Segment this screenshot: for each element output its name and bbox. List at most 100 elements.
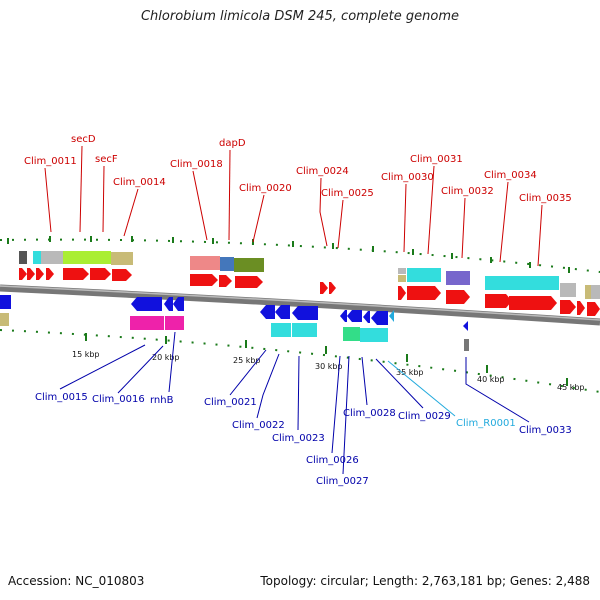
feature-block[interactable] — [398, 275, 406, 282]
feature-block[interactable] — [165, 316, 184, 330]
feature-block[interactable] — [63, 251, 111, 264]
forward-cds-arrow[interactable] — [36, 268, 44, 280]
feature-block[interactable] — [464, 339, 469, 351]
gene-label-clim-0015[interactable]: Clim_0015 — [35, 392, 88, 403]
reverse-cds-arrows — [0, 295, 468, 331]
forward-cds-arrow[interactable] — [46, 268, 54, 280]
forward-cds-arrow[interactable] — [90, 268, 111, 280]
feature-block[interactable] — [33, 251, 41, 264]
gene-label-rnhb[interactable]: rnhB — [150, 395, 174, 406]
tick-label-45kbp: 45 kbp — [557, 383, 585, 392]
tick-label-20kbp: 20 kbp — [152, 353, 180, 362]
reverse-cds-arrow[interactable] — [340, 310, 347, 322]
genome-backbone — [0, 284, 600, 326]
forward-cds-arrow[interactable] — [63, 268, 89, 280]
reverse-cds-arrow[interactable] — [164, 297, 173, 311]
accession-text: Accession: NC_010803 — [8, 574, 145, 588]
feature-block[interactable] — [591, 285, 600, 299]
tick-label-30kbp: 30 kbp — [315, 362, 343, 371]
feature-block[interactable] — [190, 256, 220, 270]
gene-label-clim-0028[interactable]: Clim_0028 — [343, 408, 396, 419]
gene-label-clim-0027[interactable]: Clim_0027 — [316, 476, 369, 487]
gene-label-clim-0020[interactable]: Clim_0020 — [239, 183, 292, 194]
reverse-label-leaders — [59, 331, 530, 475]
feature-block[interactable] — [19, 251, 27, 264]
gene-label-clim-0022[interactable]: Clim_0022 — [232, 420, 285, 431]
gene-label-clim-r0001[interactable]: Clim_R0001 — [456, 418, 516, 429]
reverse-cds-arrow[interactable] — [292, 306, 318, 320]
forward-cds-arrow[interactable] — [398, 286, 406, 300]
map-title: Chlorobium limicola DSM 245, complete ge… — [140, 9, 460, 24]
tick-label-35kbp: 35 kbp — [396, 368, 424, 377]
forward-cds-arrow[interactable] — [235, 276, 263, 288]
reverse-cds-arrow[interactable] — [371, 311, 388, 325]
forward-cds-arrow[interactable] — [509, 296, 557, 310]
gene-label-secd[interactable]: secD — [71, 134, 96, 145]
reverse-cds-arrow[interactable] — [363, 311, 370, 323]
forward-cds-arrow[interactable] — [320, 282, 328, 294]
gene-label-dapd[interactable]: dapD — [219, 138, 246, 149]
gene-label-clim-0023[interactable]: Clim_0023 — [272, 433, 325, 444]
feature-block[interactable] — [398, 268, 406, 274]
feature-block[interactable] — [585, 285, 591, 299]
inner-tick-ring — [0, 329, 600, 393]
scale-labels: 15 kbp 20 kbp 25 kbp 30 kbp 35 kbp 40 kb… — [72, 350, 585, 392]
gene-label-clim-0026[interactable]: Clim_0026 — [306, 455, 359, 466]
forward-cds-arrow[interactable] — [407, 286, 441, 300]
tick-label-15kbp: 15 kbp — [72, 350, 100, 359]
reverse-cds-arrow[interactable] — [463, 321, 468, 331]
feature-block[interactable] — [0, 313, 9, 326]
forward-cds-arrow[interactable] — [329, 282, 336, 294]
gene-label-clim-0018[interactable]: Clim_0018 — [170, 159, 223, 170]
feature-block[interactable] — [41, 251, 63, 264]
gene-label-clim-0032[interactable]: Clim_0032 — [441, 186, 494, 197]
reverse-cds-arrow[interactable] — [131, 297, 162, 311]
rna-feature-arrow[interactable] — [389, 310, 394, 322]
gene-label-secf[interactable]: secF — [95, 154, 118, 165]
gene-label-clim-0033[interactable]: Clim_0033 — [519, 425, 572, 436]
gene-label-clim-0034[interactable]: Clim_0034 — [484, 170, 537, 181]
forward-cds-arrow[interactable] — [587, 302, 600, 316]
reverse-cds-arrow[interactable] — [260, 305, 275, 319]
feature-block[interactable] — [485, 276, 559, 290]
feature-block[interactable] — [292, 323, 317, 337]
reverse-cds-arrow[interactable] — [275, 305, 290, 319]
gene-label-clim-0016[interactable]: Clim_0016 — [92, 394, 145, 405]
forward-cds-arrow[interactable] — [446, 290, 470, 304]
feature-block[interactable] — [560, 283, 576, 297]
reverse-cds-arrow[interactable] — [0, 295, 11, 309]
forward-cds-arrow[interactable] — [19, 268, 27, 280]
feature-block[interactable] — [130, 316, 164, 330]
forward-cds-arrow[interactable] — [219, 275, 232, 287]
gene-label-clim-0014[interactable]: Clim_0014 — [113, 177, 166, 188]
gene-label-clim-0024[interactable]: Clim_0024 — [296, 166, 349, 177]
forward-cds-arrow[interactable] — [485, 294, 512, 308]
feature-block[interactable] — [446, 271, 470, 285]
forward-cds-arrow[interactable] — [560, 300, 576, 314]
forward-labels: Clim_0011 secD secF Clim_0014 Clim_0018 … — [24, 134, 572, 204]
forward-cds-arrow[interactable] — [27, 268, 35, 280]
feature-block[interactable] — [111, 252, 133, 265]
feature-block[interactable] — [234, 258, 264, 272]
feature-block[interactable] — [343, 327, 360, 341]
feature-block[interactable] — [220, 257, 234, 271]
gene-label-clim-0011[interactable]: Clim_0011 — [24, 156, 77, 167]
gene-label-clim-0029[interactable]: Clim_0029 — [398, 411, 451, 422]
gene-label-clim-0031[interactable]: Clim_0031 — [410, 154, 463, 165]
forward-cds-arrows — [19, 268, 600, 316]
gene-label-clim-0021[interactable]: Clim_0021 — [204, 397, 257, 408]
tick-label-25kbp: 25 kbp — [233, 356, 261, 365]
feature-block[interactable] — [271, 323, 291, 337]
gene-label-clim-0035[interactable]: Clim_0035 — [519, 193, 572, 204]
reverse-feature-blocks — [0, 313, 469, 351]
reverse-labels: Clim_0015 Clim_0016 rnhB Clim_0021 Clim_… — [35, 392, 572, 487]
reverse-cds-arrow[interactable] — [173, 297, 184, 311]
forward-cds-arrow[interactable] — [112, 269, 132, 281]
gene-label-clim-0025[interactable]: Clim_0025 — [321, 188, 374, 199]
forward-cds-arrow[interactable] — [190, 274, 218, 286]
gene-label-clim-0030[interactable]: Clim_0030 — [381, 172, 434, 183]
feature-block[interactable] — [360, 328, 388, 342]
feature-block[interactable] — [407, 268, 441, 282]
forward-cds-arrow[interactable] — [577, 301, 585, 315]
reverse-cds-arrow[interactable] — [347, 310, 362, 322]
